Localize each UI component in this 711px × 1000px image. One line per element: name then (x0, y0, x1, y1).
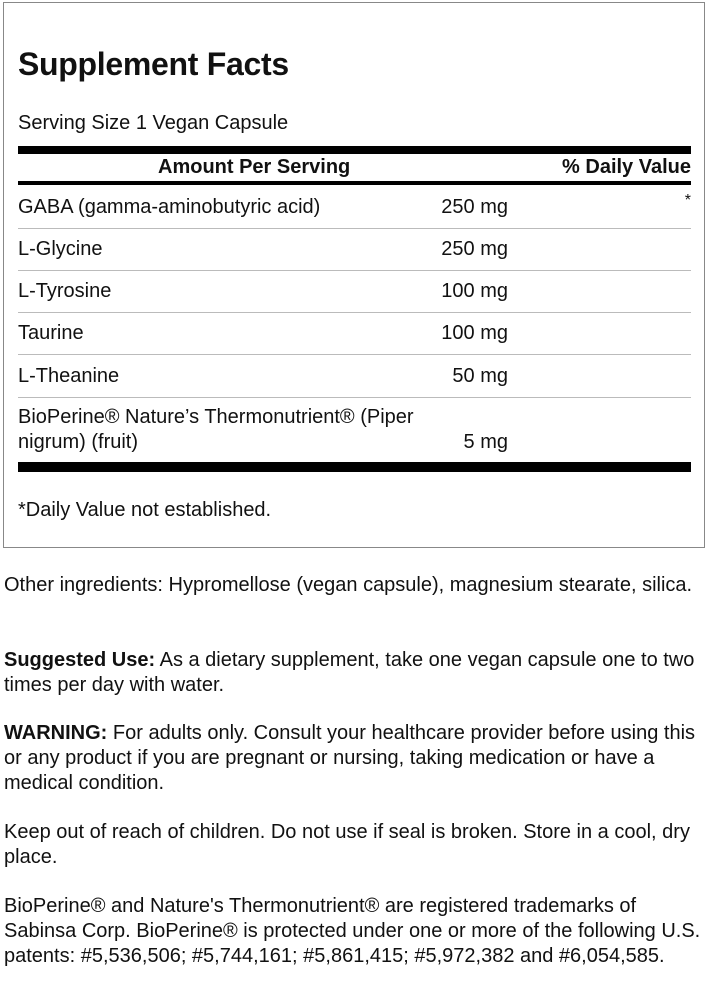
warning: WARNING: For adults only. Consult your h… (4, 721, 704, 796)
daily-value-header: % Daily Value (562, 156, 691, 178)
warning-text: For adults only. Consult your healthcare… (4, 722, 696, 794)
ingredient-name: L-Glycine (18, 238, 103, 260)
ingredient-name: Taurine (18, 322, 84, 344)
amount-per-serving-header: Amount Per Serving (158, 156, 351, 178)
trademark-notice: BioPerine® and Nature's Thermonutrient® … (4, 895, 701, 967)
ingredient-name-continued: nigrum) (fruit) (18, 431, 139, 453)
suggested-use-label: Suggested Use: (4, 649, 156, 671)
panel-title: Supplement Facts (18, 46, 289, 82)
supplement-facts-panel (3, 2, 705, 548)
serving-size: Serving Size 1 Vegan Capsule (18, 112, 289, 134)
ingredient-row: Taurine 100 mg (18, 312, 691, 355)
header-divider (18, 181, 691, 185)
ingredient-amount: 250 mg (441, 196, 508, 218)
ingredient-amount: 50 mg (452, 365, 508, 387)
ingredient-name: GABA (gamma-aminobutyric acid) (18, 196, 321, 218)
thick-divider-bottom (18, 462, 691, 472)
ingredient-row: GABA (gamma-aminobutyric acid) 250 mg * (18, 186, 691, 229)
thick-divider (18, 146, 691, 154)
ingredient-row: BioPerine® Nature’s Thermonutrient® (Pip… (18, 397, 691, 461)
ingredient-name: BioPerine® Nature’s Thermonutrient® (Pip… (18, 406, 414, 428)
warning-label: WARNING: (4, 722, 108, 744)
other-ingredients: Other ingredients: Hypromellose (vegan c… (4, 574, 693, 596)
ingredient-daily-value: * (684, 192, 691, 209)
ingredient-amount: 5 mg (463, 431, 508, 453)
ingredient-row: L-Theanine 50 mg (18, 355, 691, 398)
ingredient-name: L-Tyrosine (18, 280, 112, 302)
ingredient-row: L-Glycine 250 mg (18, 228, 691, 271)
ingredient-amount: 250 mg (441, 238, 508, 260)
suggested-use: Suggested Use: As a dietary supplement, … (4, 648, 704, 698)
suggested-use-text: As a dietary supplement, take one vegan … (4, 649, 695, 696)
ingredient-name: L-Theanine (18, 365, 120, 387)
ingredient-row: L-Tyrosine 100 mg (18, 270, 691, 313)
ingredient-amount: 100 mg (441, 280, 508, 302)
footnote: *Daily Value not established. (18, 499, 272, 521)
ingredient-amount: 100 mg (441, 322, 508, 344)
storage-instructions: Keep out of reach of children. Do not us… (4, 821, 690, 868)
